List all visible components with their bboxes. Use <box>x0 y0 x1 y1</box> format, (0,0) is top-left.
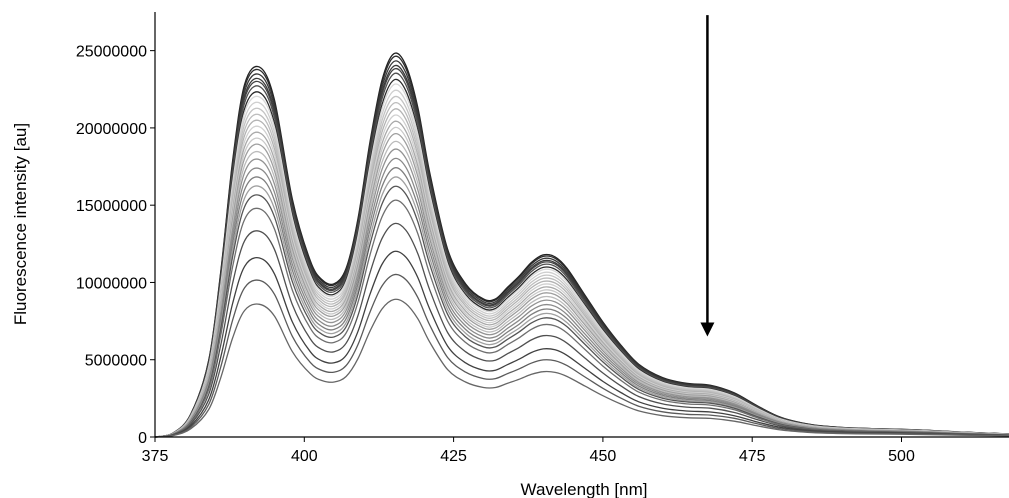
series-layer <box>154 52 1009 438</box>
series-line-5 <box>154 67 1009 438</box>
y-ticks: 0 5000000 10000000 15000000 20000000 25000000 <box>76 44 155 447</box>
series-line-19 <box>154 157 1009 438</box>
series-line-25 <box>154 250 1009 438</box>
series-line-22 <box>154 185 1009 438</box>
series-line-6 <box>154 72 1009 438</box>
y-tick-label: 0 <box>138 430 147 447</box>
series-line-24 <box>154 222 1009 438</box>
series-line-27 <box>154 298 1009 438</box>
y-axis-title: Fluorescence intensity [au] <box>11 123 30 325</box>
x-tick-label: 475 <box>739 448 766 465</box>
y-tick-label: 20000000 <box>76 121 147 138</box>
y-tick-label: 15000000 <box>76 198 147 215</box>
y-tick-label: 10000000 <box>76 275 147 292</box>
x-axis-title: Wavelength [nm] <box>521 480 648 498</box>
x-tick-label: 400 <box>291 448 318 465</box>
arrow-head <box>700 322 715 337</box>
y-tick-label: 5000000 <box>85 353 147 370</box>
x-tick-label: 450 <box>590 448 617 465</box>
x-ticks: 375 400 425 450 475 500 <box>142 437 915 465</box>
series-line-26 <box>154 273 1009 438</box>
series-line-4 <box>154 64 1009 438</box>
x-tick-label: 375 <box>142 448 169 465</box>
series-line-23 <box>154 199 1009 438</box>
series-line-18 <box>154 148 1009 438</box>
y-tick-label: 25000000 <box>76 44 147 61</box>
arrow-layer <box>700 15 715 337</box>
x-tick-label: 500 <box>888 448 915 465</box>
series-line-21 <box>154 176 1009 438</box>
x-tick-label: 425 <box>440 448 467 465</box>
